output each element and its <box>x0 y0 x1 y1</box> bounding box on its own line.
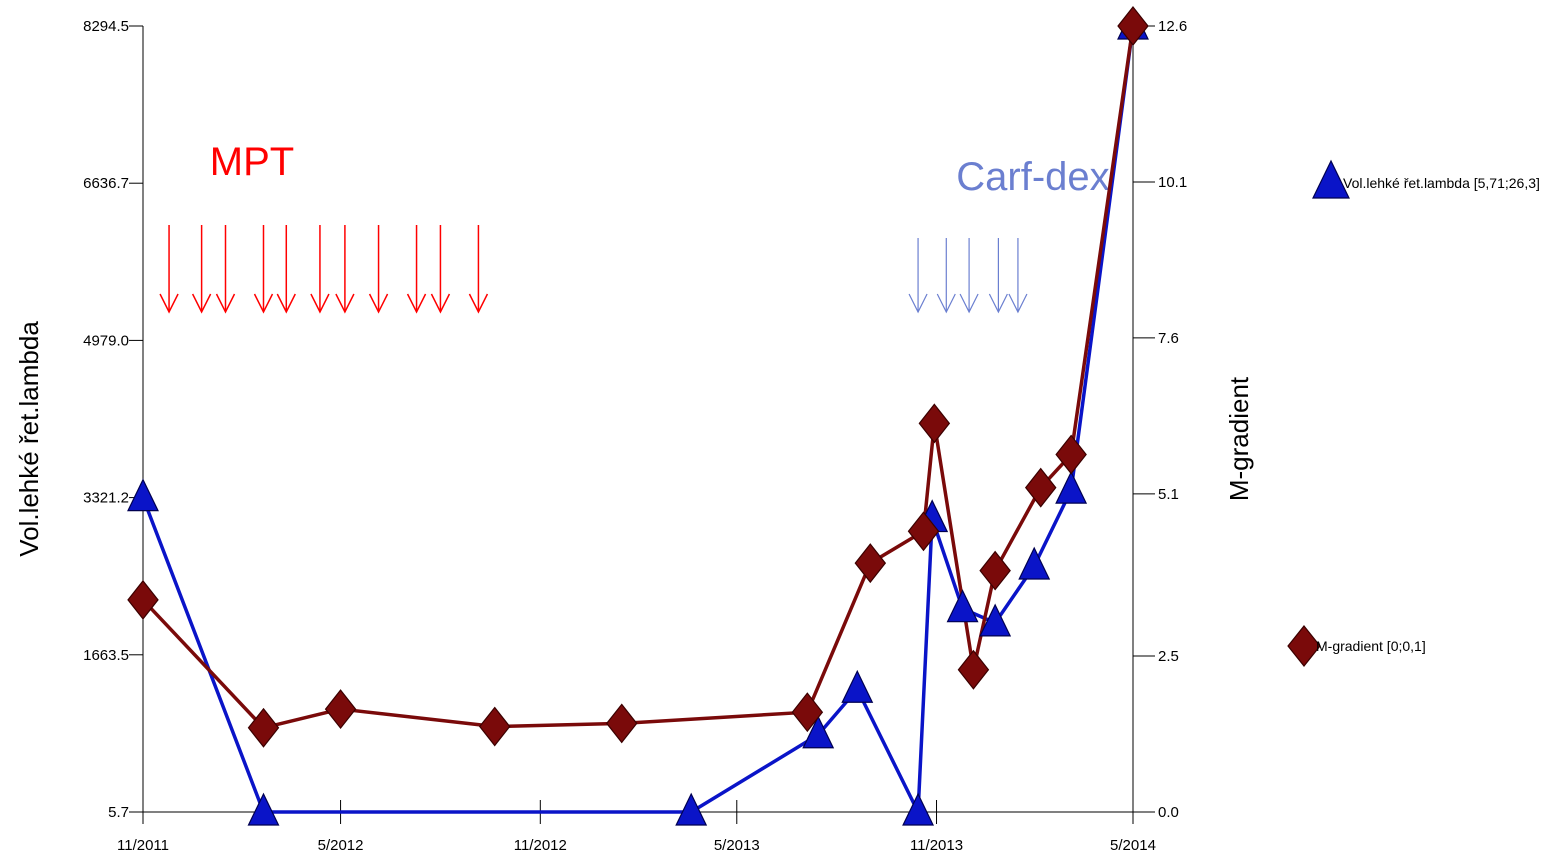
right-tick-label: 12.6 <box>1158 18 1187 35</box>
m-gradient-data-point <box>127 579 159 620</box>
annotations: MPT Carf-dex <box>159 140 1110 314</box>
m-gradient-series-line <box>141 25 1135 730</box>
annotation-arrow <box>310 225 330 314</box>
legend-label: Vol.lehké řet.lambda [5,71;26,3] <box>1343 175 1540 191</box>
annotation-arrow <box>335 225 355 314</box>
m-gradient-data-point <box>1024 467 1057 508</box>
left-tick-label: 5.7 <box>108 804 129 821</box>
right-tick-label: 10.1 <box>1158 174 1187 191</box>
legend-entry: M-gradient [0;0,1] <box>1287 625 1426 667</box>
annotation-label: Carf-dex <box>956 155 1109 199</box>
lambda-data-point <box>675 792 708 826</box>
annotation-arrow <box>406 225 427 314</box>
legend-diamond-icon <box>1287 625 1321 667</box>
right-tick-label: 5.1 <box>1158 486 1179 503</box>
annotation-arrow <box>430 225 451 314</box>
annotation-arrow <box>159 225 179 314</box>
lambda-data-point <box>979 603 1012 637</box>
m-gradient-data-point <box>918 403 951 444</box>
left-tick-label: 4979.0 <box>83 332 129 349</box>
right-tick-label: 7.6 <box>1158 330 1179 347</box>
legend-triangle-icon <box>1312 159 1350 199</box>
lambda-data-point <box>127 478 159 512</box>
left-tick-label: 8294.5 <box>83 18 129 35</box>
x-tick-label: 11/2013 <box>910 837 963 854</box>
right-tick-label: 2.5 <box>1158 648 1179 665</box>
m-gradient-data-point <box>1055 434 1087 475</box>
series-markers <box>127 6 1149 826</box>
lambda-data-point <box>1055 470 1088 504</box>
m-gradient-data-point <box>247 707 280 748</box>
lambda-data-point <box>802 715 835 749</box>
right-tick-label: 0.0 <box>1158 804 1179 821</box>
annotation-arrow <box>368 225 389 314</box>
axes: 8294.5 6636.7 4979.0 3321.2 1663.5 5.7 12.6 10.… <box>14 18 1254 854</box>
x-tick-label: 11/2012 <box>514 837 567 854</box>
lambda-data-point <box>841 669 874 703</box>
annotation-arrow <box>988 238 1008 314</box>
annotation-arrow <box>908 238 928 314</box>
annotation-arrow <box>215 225 236 314</box>
x-tick-label: 5/2014 <box>1110 837 1156 854</box>
m-gradient-data-point <box>1117 6 1149 46</box>
annotation-arrow <box>959 238 979 314</box>
m-gradient-data-point <box>907 511 940 552</box>
annotation-arrow <box>253 225 274 314</box>
x-tick-label: 11/2011 <box>117 837 169 854</box>
x-tick-label: 5/2013 <box>714 837 760 854</box>
left-tick-label: 1663.5 <box>83 647 129 664</box>
series-lines <box>141 25 1135 814</box>
m-gradient-data-point <box>979 550 1011 591</box>
lambda-data-point <box>247 792 280 826</box>
annotation-arrow <box>936 238 956 314</box>
left-axis-title: Vol.lehké řet.lambda <box>14 321 44 557</box>
lambda-series-line <box>141 25 1135 814</box>
annotation-arrow <box>1008 238 1028 314</box>
x-tick-label: 5/2012 <box>318 837 364 854</box>
m-gradient-data-point <box>854 543 887 584</box>
m-gradient-data-point <box>791 692 824 733</box>
left-tick-label: 3321.2 <box>83 490 129 507</box>
annotation-arrow <box>468 225 489 314</box>
legend-entry: Vol.lehké řet.lambda [5,71;26,3] <box>1312 159 1540 199</box>
annotation-arrow <box>276 225 296 314</box>
m-gradient-data-point <box>957 649 990 690</box>
legend-label: M-gradient [0;0,1] <box>1316 638 1426 654</box>
lambda-data-point <box>902 792 935 826</box>
m-gradient-data-point <box>605 703 638 744</box>
right-axis-title: M-gradient <box>1224 376 1254 501</box>
m-gradient-data-point <box>324 689 357 730</box>
m-gradient-data-point <box>478 706 511 747</box>
lambda-data-point <box>946 589 979 623</box>
annotation-label: MPT <box>210 140 294 184</box>
annotation-arrow <box>191 225 212 314</box>
left-tick-label: 6636.7 <box>83 175 129 192</box>
legend: Vol.lehké řet.lambda [5,71;26,3] M-gradie… <box>1287 159 1540 667</box>
lambda-data-point <box>1018 546 1051 580</box>
